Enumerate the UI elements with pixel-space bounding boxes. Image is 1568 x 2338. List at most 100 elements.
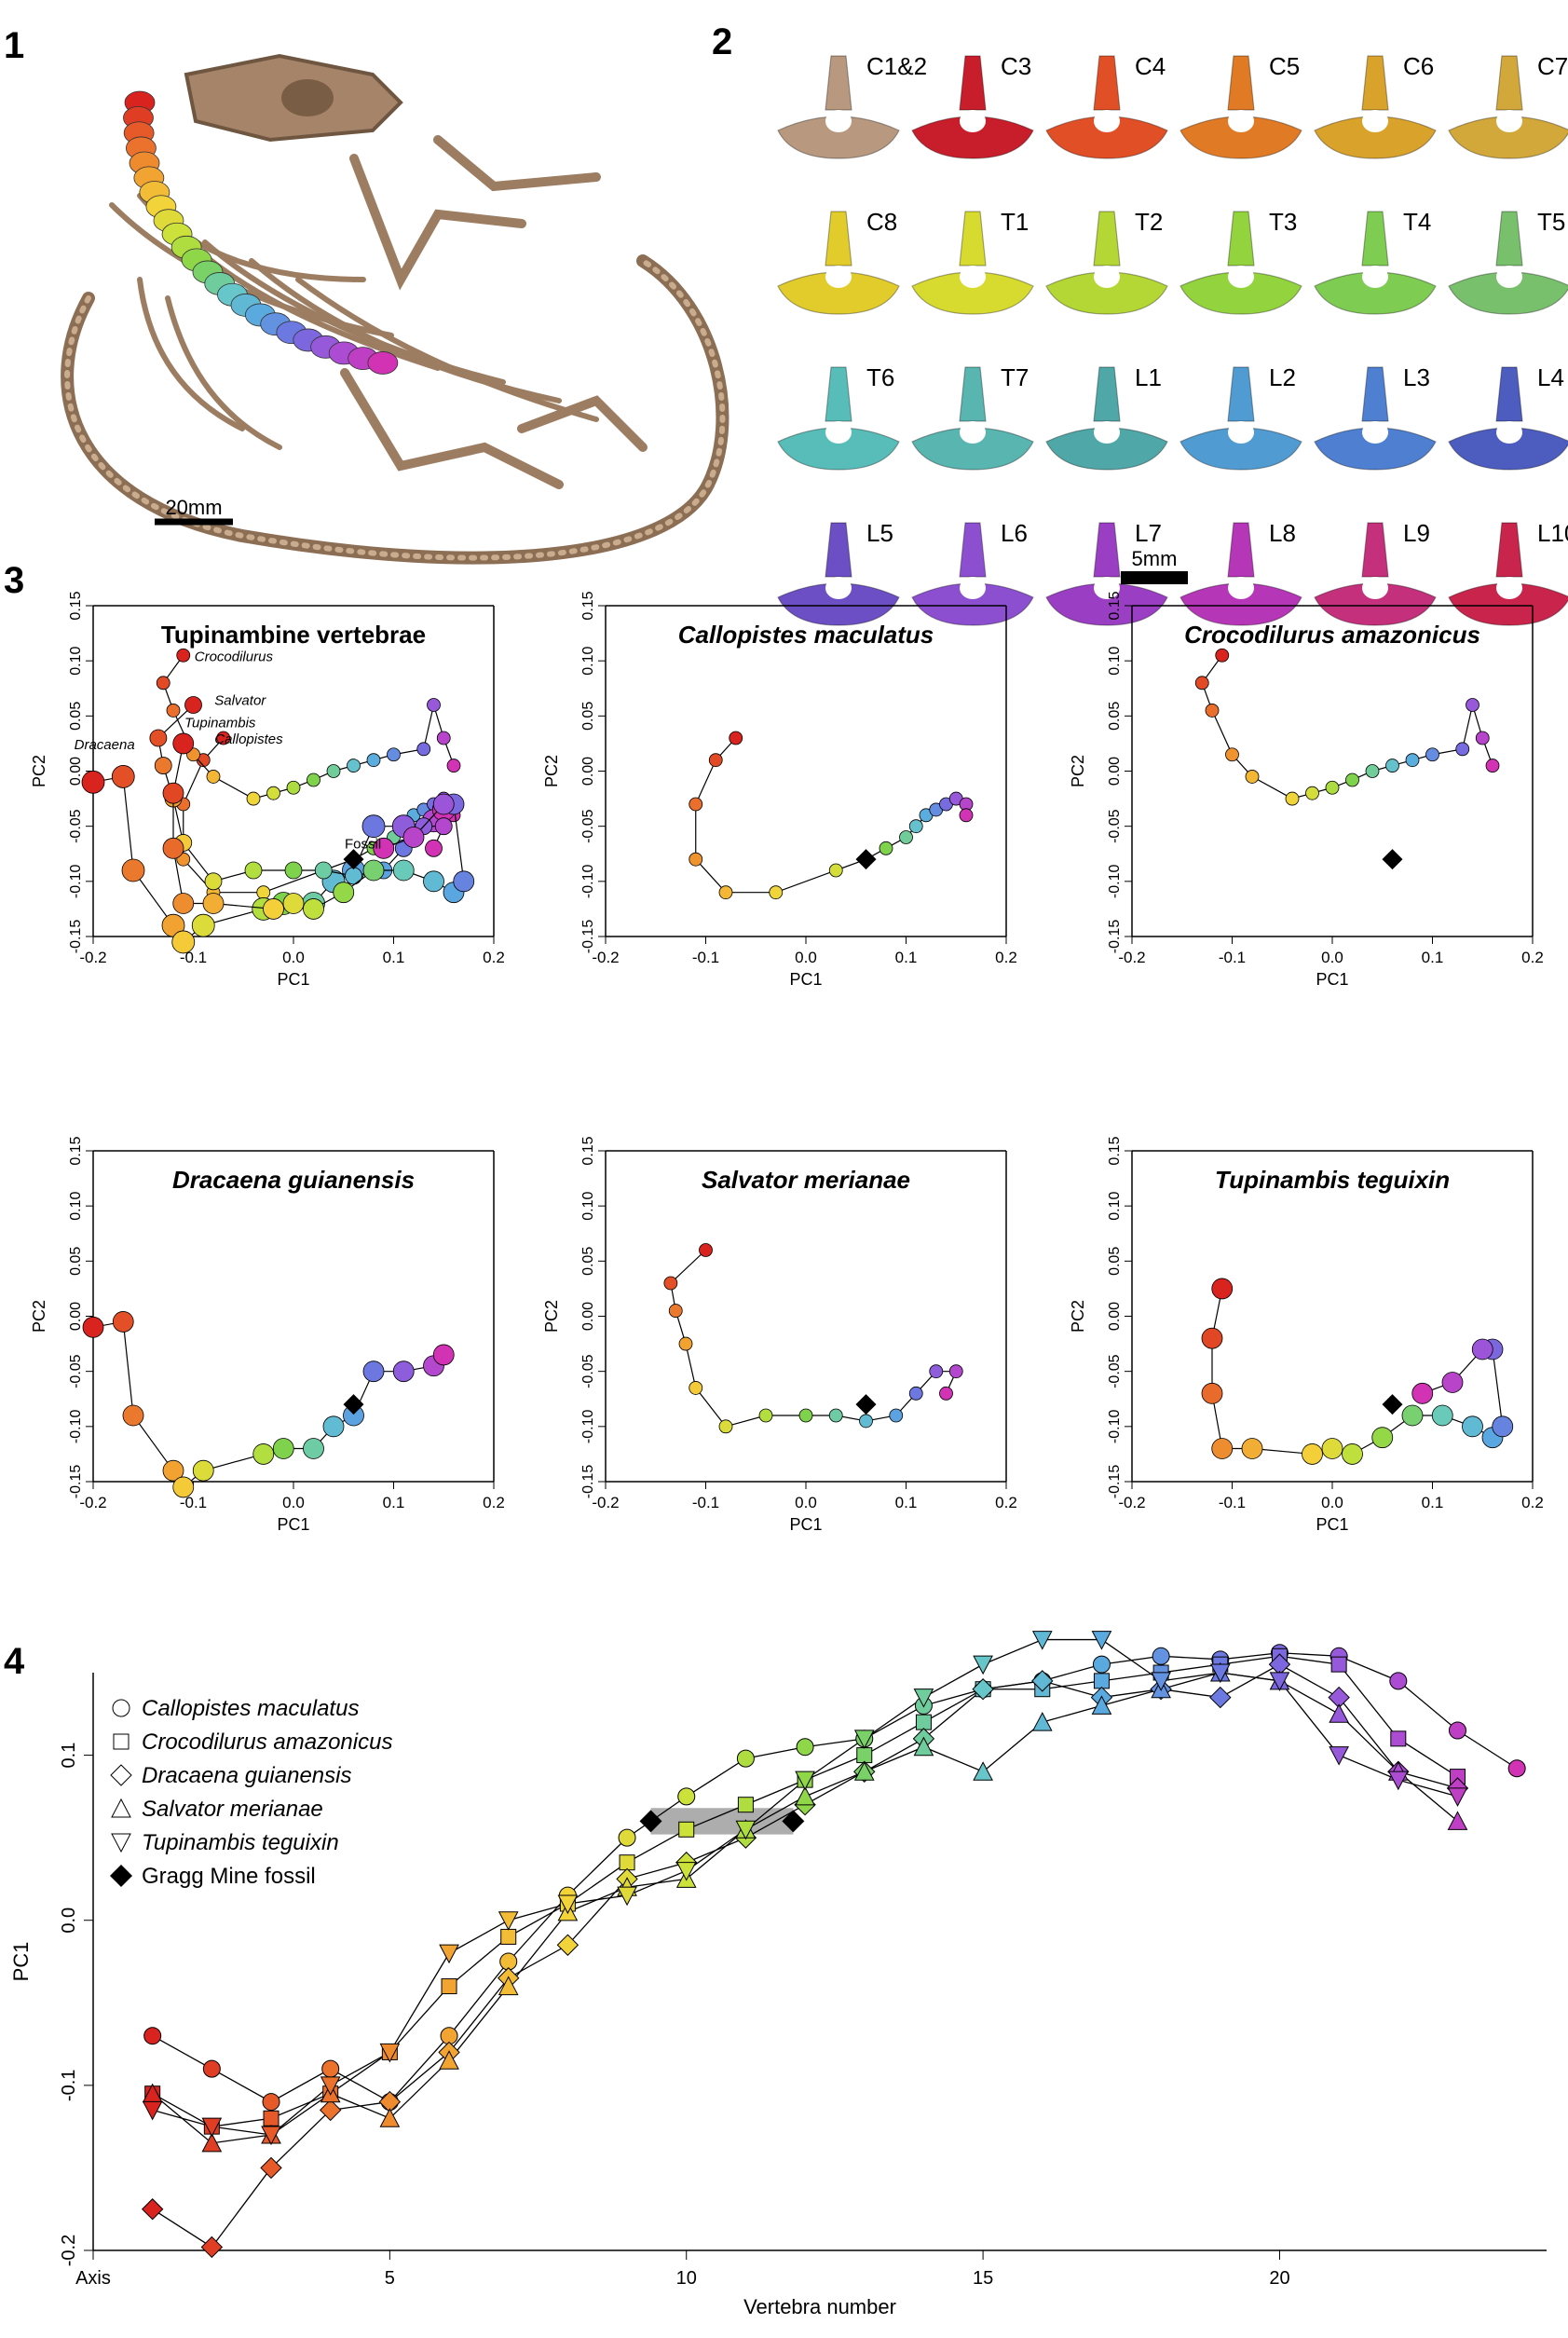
fossil-marker: [1382, 1394, 1403, 1415]
vertebra-spinous-process: [959, 55, 987, 111]
pc-plot-point: [1205, 704, 1220, 718]
vertebra-spinous-process: [1227, 366, 1255, 422]
pc-plot-y-tick-label: -0.10: [1107, 1409, 1123, 1443]
pc-plot-x-label: PC1: [789, 1515, 822, 1534]
pc1-point-square: [1093, 1673, 1110, 1689]
vertebra-t5: T5: [1448, 208, 1568, 315]
pc-plot-point: [708, 753, 723, 768]
vertebra-label: C6: [1403, 52, 1434, 80]
pc-plot-y-label: PC2: [30, 1300, 48, 1333]
vertebra-neural-canal: [825, 421, 852, 444]
pc-plot-y-tick-label: 0.00: [68, 757, 84, 786]
pc1-point-triangle-up: [973, 1761, 993, 1781]
pc1-plot-x-tick-label: 10: [676, 2268, 697, 2289]
pc-plot-point: [689, 1381, 703, 1395]
pc1-plot-x-tick-label: 20: [1269, 2268, 1289, 2289]
vertebra-neural-canal: [960, 110, 986, 132]
pc-plot-point: [172, 1476, 195, 1498]
vertebra-l2: L2: [1179, 363, 1302, 471]
pc1-point-diamond: [556, 1934, 579, 1956]
pc-plot-x-tick-label: 0.0: [1321, 949, 1343, 966]
pc-plot-x-tick-label: 0.1: [383, 1494, 405, 1511]
pc1-point-triangle-down: [913, 1689, 934, 1708]
fossil-range-band: [650, 1808, 794, 1835]
pc-plot-point: [948, 1364, 963, 1379]
pc-plot-title: Crocodilurus amazonicus: [1184, 621, 1480, 649]
pc-plot-point: [689, 852, 703, 867]
pc-plot-y-tick-label: -0.05: [580, 809, 596, 843]
pc-plot-point: [361, 814, 386, 839]
pc-plot-point: [1441, 1372, 1464, 1393]
pc-plot-point: [1201, 1382, 1223, 1404]
vertebra-label: T5: [1537, 208, 1565, 236]
vertebra-label: C7: [1537, 52, 1568, 80]
pc-plot-y-tick-label: 0.00: [1107, 1302, 1123, 1331]
pc1-point-triangle-up: [111, 1798, 131, 1818]
pc-plot-4: -0.2 -0.1 0.0 0.1 0.2 -0.15 -0.10 -0.05 0.00 0.05…: [30, 1136, 505, 1534]
vertebra-t7: T7: [911, 363, 1034, 471]
pc-plot-point: [1455, 742, 1470, 757]
pc-plot-point: [416, 742, 431, 757]
pc-plot-x-tick-label: 0.2: [1521, 949, 1544, 966]
pc-plot-point: [828, 1408, 843, 1423]
vertebra-t1: T1: [911, 208, 1034, 315]
pc-plot-x-tick-label: -0.1: [1219, 1494, 1246, 1511]
pc1-point-triangle-up: [1329, 1703, 1349, 1723]
pc-plot-x-tick-label: 0.2: [483, 1494, 505, 1511]
pc1-point-triangle-down: [735, 1820, 757, 1840]
pc1-point-fossil: [110, 1865, 132, 1887]
pc1-point-triangle-down: [557, 1894, 579, 1915]
pc-plot-point: [266, 786, 280, 800]
pc-plot-annotation: Salvator: [214, 693, 266, 709]
pc-plot-x-tick-label: 0.2: [995, 949, 1017, 966]
pc-plot-x-tick-label: 0.0: [282, 1494, 305, 1511]
pc-plot-point: [879, 841, 893, 855]
vertebra-spinous-process: [1361, 211, 1389, 267]
pc-plot-y-tick-label: 0.15: [1107, 1136, 1123, 1165]
fossil-marker: [343, 849, 364, 870]
pc-plot-x-tick-label: 0.1: [895, 1494, 918, 1511]
pc1-legend-entry: Callopistes maculatus: [142, 1696, 359, 1721]
pc-plot-title: Dracaena guianensis: [172, 1166, 415, 1194]
pc-plot-point: [162, 1459, 184, 1482]
pc1-point-triangle-down: [973, 1655, 993, 1675]
vertebra-label: L6: [1001, 519, 1028, 547]
pc-plot-point: [284, 861, 303, 880]
pc-plot-point: [387, 747, 401, 762]
pc-plot-point: [162, 837, 184, 859]
pc1-point-triangle-up: [201, 2132, 223, 2153]
pc-plot-point: [1471, 1338, 1493, 1360]
pc-plot-y-tick-label: 0.00: [580, 757, 596, 786]
pc-plot-point: [373, 837, 395, 859]
pc-plot-point: [176, 648, 191, 663]
pc-plot-point: [1201, 1327, 1223, 1349]
vertebra-neural-canal: [825, 110, 852, 132]
pc-plot-point: [1466, 698, 1479, 712]
pc-plot-x-label: PC1: [789, 970, 822, 989]
lizard-skeleton-illustration: 20mm: [61, 53, 729, 565]
pc1-point-triangle-up: [853, 1761, 875, 1781]
pc-plot-point: [769, 885, 784, 900]
pc-plot-x-tick-label: 0.2: [1521, 1494, 1544, 1511]
pc1-point-triangle-down: [379, 2043, 401, 2063]
pc-plot-point: [1321, 1438, 1343, 1459]
pc-plot-point: [718, 1419, 733, 1434]
pc1-point-diamond: [1031, 1670, 1054, 1692]
vertebra-label: L8: [1269, 519, 1296, 547]
pc1-point-triangle-up: [795, 1785, 815, 1806]
colored-spine: [123, 90, 399, 375]
pc-plot-point: [1485, 759, 1500, 772]
panel-label-1: 1: [4, 25, 24, 66]
pc-plot-series-line: [1211, 1288, 1504, 1456]
pc-plot-point: [112, 1311, 134, 1333]
pc-plot-title: Tupinambine vertebrae: [161, 621, 426, 649]
pc1-point-triangle-down: [1329, 1746, 1349, 1766]
pc-plot-x-tick-label: -0.2: [1118, 949, 1145, 966]
pc-plot-point: [453, 870, 475, 893]
pc-plot-y-tick-label: -0.10: [68, 1409, 84, 1443]
pc1-point-circle: [202, 2059, 221, 2078]
pc1-point-diamond: [141, 2198, 164, 2221]
pc1-point-triangle-down: [795, 1771, 815, 1791]
vertebra-l1: L1: [1045, 363, 1168, 471]
vertebra-l8: L8: [1179, 519, 1302, 626]
